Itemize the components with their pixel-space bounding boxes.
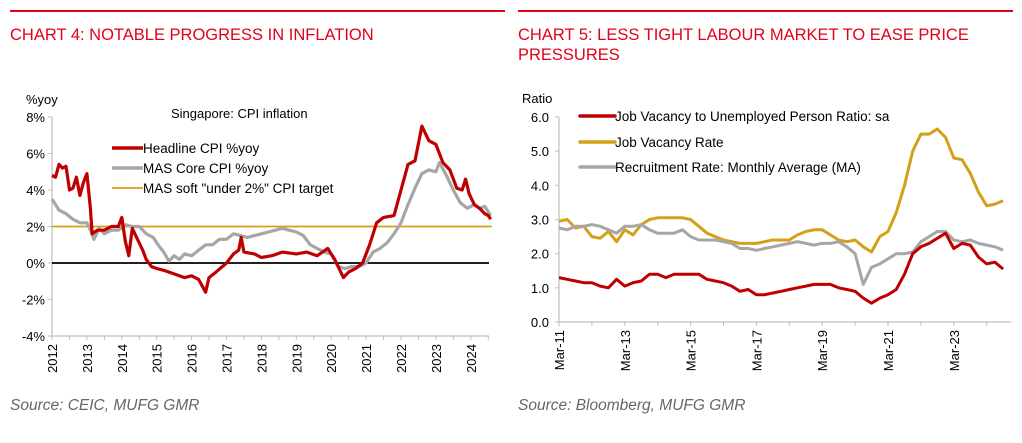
- series-core-cpi-line: [50, 161, 493, 271]
- x-tick-label: Mar-21: [881, 330, 896, 371]
- y-tick-label: 4%: [26, 183, 45, 198]
- chart-5-title-line-1: CHART 5: LESS TIGHT LABOUR MARKET TO EAS…: [518, 26, 969, 44]
- y-tick-label: 2%: [26, 220, 45, 235]
- y-tick-label: 3.0: [531, 213, 549, 228]
- x-tick-label: 2016: [185, 344, 200, 373]
- chart-inner-title: Singapore: CPI inflation: [171, 106, 308, 121]
- x-tick-label: 2015: [150, 344, 165, 373]
- y-tick-label: 0.0: [531, 315, 549, 330]
- series-job-vacancy-ratio-line: [558, 231, 1005, 305]
- left-header-rule: [10, 10, 505, 12]
- series-headline-cpi-line: [51, 124, 493, 294]
- x-tick-label: 2024: [464, 344, 479, 373]
- series-job-vacancy-rate-line: [558, 127, 1004, 254]
- x-tick-label: Mar-17: [749, 330, 764, 371]
- y-tick-label: 6.0: [531, 110, 549, 125]
- x-tick-label: 2022: [394, 344, 409, 373]
- x-tick-label: 2012: [45, 344, 60, 373]
- chart-5-source: Source: Bloomberg, MUFG GMR: [518, 397, 746, 414]
- y-tick-label: 5.0: [531, 144, 549, 159]
- y-axis-label: Ratio: [522, 91, 552, 106]
- chart-4-cpi-inflation: %yoy Singapore: CPI inflation 8% 6% 4% 2% 0% -2…: [22, 92, 493, 373]
- x-tick-label: Mar-11: [552, 330, 567, 370]
- legend-label: MAS soft "under 2%" CPI target: [143, 181, 334, 196]
- chart-5-title: CHART 5: LESS TIGHT LABOUR MARKET TO EAS…: [518, 25, 1013, 65]
- y-tick-label: 0%: [26, 256, 45, 271]
- x-tick-label: Mar-19: [815, 330, 830, 371]
- x-tick-label: 2014: [115, 344, 130, 373]
- x-tick-label: 2017: [220, 344, 235, 373]
- chart-4-source: Source: CEIC, MUFG GMR: [10, 397, 200, 414]
- x-tick-label: 2018: [254, 344, 269, 373]
- legend-label: Headline CPI %yoy: [143, 141, 260, 156]
- y-tick-label: 4.0: [531, 178, 549, 193]
- y-tick-label: -4%: [22, 329, 46, 344]
- y-tick-label: 1.0: [531, 281, 549, 296]
- chart-5-title-line-2: PRESSURES: [518, 46, 620, 64]
- x-tick-label: Mar-13: [618, 330, 633, 371]
- y-tick-label: 2.0: [531, 247, 549, 262]
- legend-label: MAS Core CPI %yoy: [143, 161, 269, 176]
- chart-4-title: CHART 4: NOTABLE PROGRESS IN INFLATION: [10, 26, 374, 44]
- y-tick-label: 8%: [26, 110, 45, 125]
- y-tick-label: -2%: [22, 293, 46, 308]
- x-tick-label: Mar-23: [947, 330, 962, 371]
- x-tick-label: 2021: [359, 344, 374, 373]
- legend-label: Job Vacancy to Unemployed Person Ratio: …: [615, 109, 890, 124]
- y-tick-label: 6%: [26, 147, 45, 162]
- x-tick-label: 2020: [324, 344, 339, 373]
- x-tick-label: 2019: [289, 344, 304, 373]
- x-tick-label: Mar-15: [684, 330, 699, 371]
- legend-label: Recruitment Rate: Monthly Average (MA): [615, 160, 861, 175]
- right-header-rule: [518, 10, 1013, 12]
- y-axis-label: %yoy: [26, 92, 58, 107]
- legend-label: Job Vacancy Rate: [615, 135, 724, 150]
- series-recruitment-rate-line: [558, 223, 1004, 286]
- x-tick-label: 2023: [429, 344, 444, 373]
- x-tick-label: 2013: [80, 344, 95, 373]
